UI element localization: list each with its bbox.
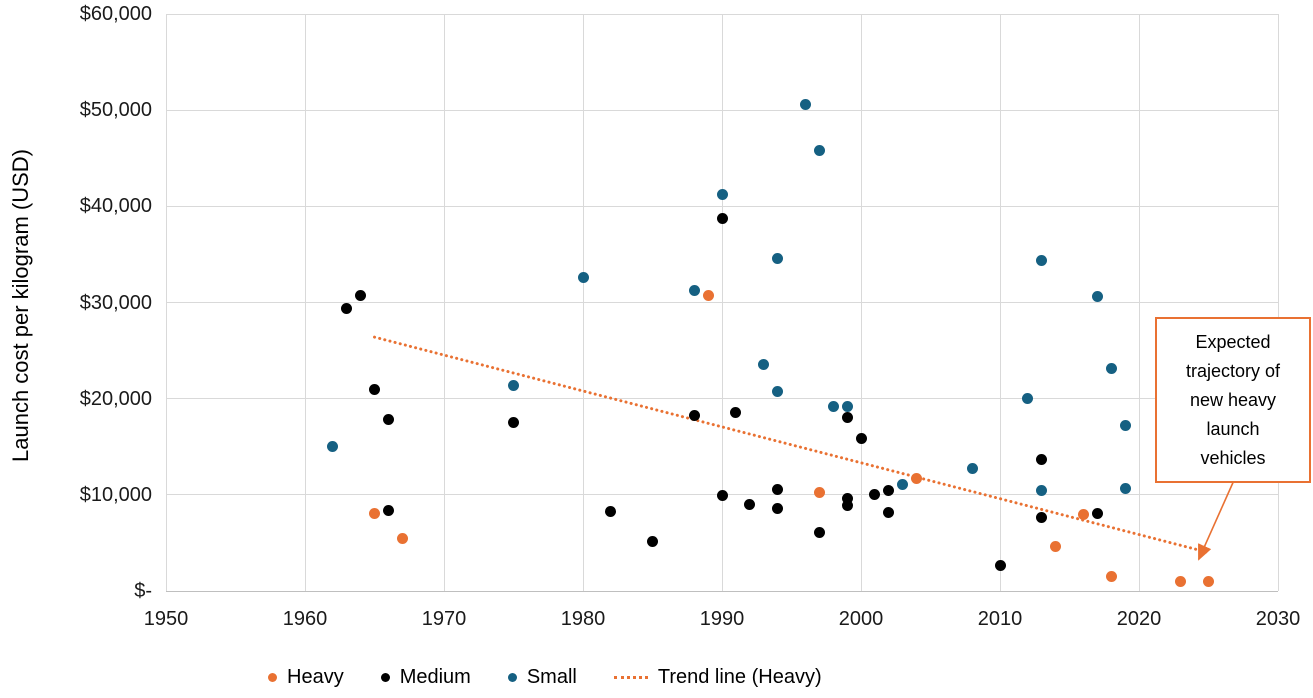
medium-data-point	[1091, 507, 1103, 519]
small-data-point	[772, 252, 784, 264]
medium-data-point	[605, 505, 617, 517]
medium-data-point	[841, 412, 853, 424]
small-data-point	[1105, 363, 1117, 375]
x-tick-label-1950: 1950	[143, 608, 189, 630]
heavy-data-point	[911, 472, 923, 484]
gridline-x-2030	[1277, 14, 1279, 591]
medium-data-point	[716, 490, 728, 502]
legend-item-small: Small	[507, 666, 577, 689]
plot-area	[165, 13, 1279, 592]
gridline-y-50000	[166, 109, 1278, 111]
annotation-arrow	[1198, 481, 1235, 561]
small-data-point	[716, 189, 728, 201]
legend-item-medium: Medium	[380, 666, 471, 689]
y-tick-label-60000: $60,000	[79, 3, 152, 25]
y-tick-label-20000: $20,000	[79, 387, 152, 410]
heavy-data-point	[702, 290, 714, 302]
medium-data-point	[716, 213, 728, 225]
x-tick-label-1990: 1990	[699, 608, 745, 630]
heavy-data-point	[1203, 575, 1214, 587]
small-data-point	[1022, 393, 1034, 405]
x-tick-label-1980: 1980	[560, 608, 606, 630]
medium-data-point	[744, 498, 756, 510]
heavy-data-point	[1077, 508, 1089, 520]
small-data-point	[327, 441, 339, 453]
medium-data-point	[772, 502, 784, 514]
medium-data-point	[688, 409, 700, 421]
legend-label-small: Small	[526, 666, 577, 688]
small-data-point	[688, 285, 700, 297]
small-data-point	[1119, 420, 1131, 432]
medium-data-point	[730, 406, 742, 418]
medium-data-point	[508, 417, 519, 429]
heavy-data-point	[1050, 541, 1062, 553]
small-data-point	[1119, 482, 1131, 494]
gridline-y-60000	[166, 13, 1278, 15]
medium-data-point	[813, 526, 825, 538]
small-data-point	[1036, 254, 1048, 266]
legend-label-heavy: Heavy	[287, 666, 344, 688]
legend-item-heavy: Heavy	[268, 666, 344, 689]
medium-data-point	[994, 560, 1006, 572]
heavy-data-point	[369, 507, 380, 519]
legend-label-medium: Medium	[399, 666, 471, 688]
small-data-point	[799, 98, 811, 110]
medium-data-point	[369, 383, 380, 395]
legend-label-trend-line: Trend line (Heavy)	[657, 666, 822, 688]
medium-data-point	[1036, 512, 1048, 524]
small-data-point	[1036, 484, 1048, 496]
medium-data-point	[883, 506, 895, 518]
legend: Heavy Medium Small Trend line (Heavy)	[268, 666, 822, 689]
legend-marker-small-icon	[507, 673, 517, 682]
y-tick-label-50000: $50,000	[79, 99, 152, 122]
annotation-text: Expected trajectory of new heavy launch …	[1185, 331, 1281, 468]
small-data-point	[827, 400, 839, 412]
legend-item-trend-line: Trend line (Heavy)	[613, 666, 822, 689]
legend-marker-heavy-icon	[268, 673, 277, 682]
x-tick-label-1970: 1970	[421, 608, 467, 630]
gridline-y-40000	[166, 205, 1278, 207]
heavy-data-point	[396, 532, 408, 544]
small-data-point	[813, 145, 825, 157]
medium-data-point	[772, 483, 784, 495]
small-data-point	[758, 358, 770, 370]
y-tick-label-30000: $30,000	[79, 291, 152, 314]
small-data-point	[897, 478, 909, 490]
y-tick-label-40000: $40,000	[79, 195, 152, 218]
medium-data-point	[841, 499, 853, 511]
y-tick-label-10000: $10,000	[79, 483, 152, 506]
small-data-point	[508, 379, 519, 391]
medium-data-point	[869, 489, 881, 501]
annotation-box: Expected trajectory of new heavy launch …	[1155, 317, 1311, 483]
legend-marker-trend-line-icon	[613, 676, 648, 679]
small-data-point	[577, 271, 589, 283]
medium-data-point	[382, 504, 394, 516]
heavy-data-point	[1105, 571, 1117, 583]
y-tick-label-0: $-	[134, 580, 152, 602]
medium-data-point	[1036, 453, 1048, 465]
gridline-y-20000	[166, 398, 1278, 400]
x-tick-label-2020: 2020	[1116, 608, 1162, 630]
medium-data-point	[855, 432, 867, 444]
medium-data-point	[647, 536, 658, 548]
legend-marker-medium-icon	[380, 673, 390, 682]
small-data-point	[772, 386, 784, 398]
medium-data-point	[355, 290, 367, 302]
gridline-y-30000	[166, 302, 1278, 303]
heavy-data-point	[1175, 575, 1187, 587]
gridline-y-0	[166, 590, 1278, 592]
small-data-point	[966, 463, 978, 475]
x-tick-label-2000: 2000	[838, 608, 884, 630]
trend-line	[373, 335, 1210, 555]
x-tick-label-2030: 2030	[1255, 608, 1301, 630]
small-data-point	[841, 400, 853, 412]
medium-data-point	[382, 414, 394, 426]
x-tick-label-2010: 2010	[977, 608, 1023, 630]
x-tick-label-1960: 1960	[282, 608, 328, 630]
small-data-point	[1091, 291, 1103, 303]
heavy-data-point	[813, 487, 825, 499]
medium-data-point	[341, 302, 353, 314]
